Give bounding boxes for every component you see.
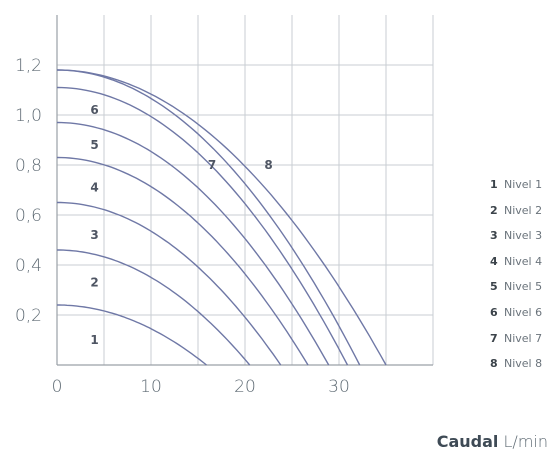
legend-item-number: 2 — [490, 203, 498, 217]
legend-item: 3 Nivel 3 — [490, 228, 542, 254]
y-tick-label: 0,8 — [15, 156, 42, 176]
x-tick-label: 0 — [52, 377, 63, 397]
grid-lines — [56, 15, 434, 366]
legend-item-label: Nivel 5 — [504, 280, 543, 294]
series-line-3 — [57, 201, 282, 366]
x-axis-label-unit: L/min — [503, 432, 548, 451]
x-axis-label: Caudal L/min — [437, 432, 548, 451]
legend-item-number: 4 — [490, 254, 498, 268]
curve-label-3: 3 — [90, 228, 98, 242]
legend-item-label: Nivel 7 — [504, 331, 543, 345]
y-tick-label: 0,2 — [15, 306, 42, 326]
series-curves — [56, 69, 387, 366]
legend-item-label: Nivel 3 — [504, 229, 543, 243]
legend-item-number: 6 — [490, 305, 498, 319]
series-line-4 — [56, 156, 309, 366]
series-line-6 — [56, 86, 349, 366]
curve-label-4: 4 — [90, 181, 98, 195]
legend-item-number: 8 — [490, 357, 498, 371]
curve-label-6: 6 — [90, 103, 98, 117]
legend-item-number: 7 — [490, 331, 498, 345]
curve-label-7: 7 — [208, 158, 216, 172]
series-line-7 — [56, 69, 361, 366]
legend-item-label: Nivel 4 — [504, 254, 543, 268]
legend-item-label: Nivel 1 — [504, 178, 543, 191]
x-tick-label: 20 — [234, 377, 256, 397]
y-tick-label: 0,4 — [15, 256, 42, 276]
series-line-8 — [56, 69, 387, 366]
legend-item: 8 Nivel 8 — [490, 356, 542, 382]
x-tick-label: 10 — [140, 377, 162, 397]
y-tick-label: 0,6 — [15, 206, 42, 226]
x-tick-label: 30 — [328, 377, 350, 397]
legend: 1 Nivel 1 2 Nivel 2 3 Nivel 3 4 Nivel 4 5 Nivel 5… — [490, 177, 542, 382]
legend-item: 5 Nivel 5 — [490, 279, 542, 305]
series-line-2 — [57, 249, 251, 366]
curve-label-5: 5 — [90, 138, 98, 152]
legend-item-label: Nivel 6 — [504, 305, 543, 319]
legend-item-number: 3 — [490, 229, 498, 243]
legend-item: 6 Nivel 6 — [490, 305, 542, 331]
curve-label-2: 2 — [90, 276, 98, 290]
curve-labels: 1 2 3 4 5 6 7 8 — [90, 103, 272, 347]
series-line-5 — [56, 121, 330, 366]
legend-item: 1 Nivel 1 — [490, 177, 542, 203]
legend-item: 2 Nivel 2 — [490, 203, 542, 229]
legend-item-label: Nivel 2 — [504, 203, 543, 217]
legend-item: 4 Nivel 4 — [490, 254, 542, 280]
tick-labels: 0 10 20 30 0,2 0,4 0,6 0,8 1,0 1,2 — [15, 56, 350, 397]
y-tick-label: 1,0 — [15, 106, 42, 126]
series-line-1 — [57, 304, 207, 366]
legend-item: 7 Nivel 7 — [490, 331, 542, 357]
legend-item-number: 1 — [490, 178, 498, 191]
y-tick-label: 1,2 — [15, 56, 42, 76]
curve-label-1: 1 — [90, 333, 98, 347]
legend-item-label: Nivel 8 — [504, 357, 543, 371]
legend-item-number: 5 — [490, 280, 498, 294]
curve-label-8: 8 — [264, 158, 272, 172]
x-axis-label-name: Caudal — [436, 432, 499, 451]
